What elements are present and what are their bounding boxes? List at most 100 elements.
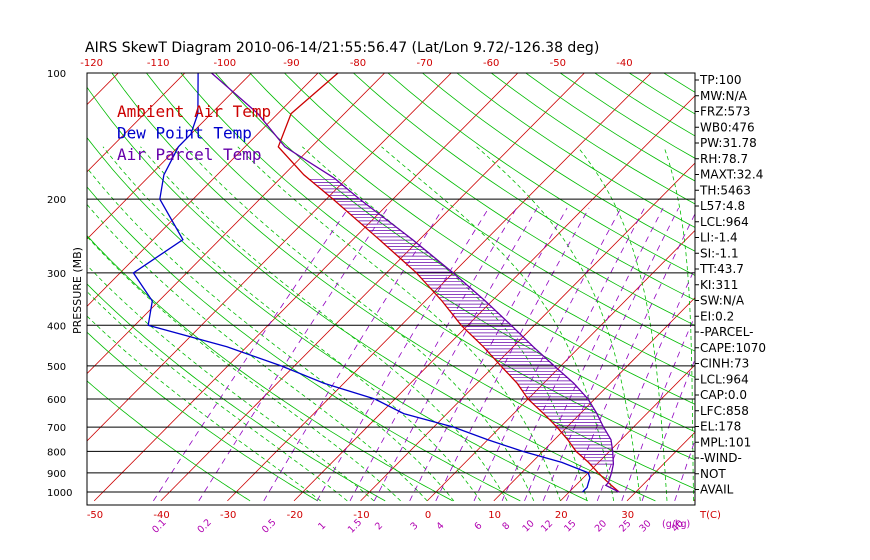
mixing-ratio-line [198,207,388,502]
temp-tick-label-top: -80 [350,58,366,69]
param-item: CAP:0.0 [700,388,747,402]
param-item: CINH:73 [700,357,749,371]
mixing-ratio-line [409,207,568,502]
param-item: TP:100 [699,73,742,87]
temp-tick-label-bottom: 10 [488,510,501,521]
isotherm-line [760,54,870,501]
isotherm-line [87,73,252,240]
isotherm-line [293,95,695,502]
temp-tick-label-bottom: 20 [555,510,568,521]
plot-frame [86,72,696,506]
mixing-ratio-label: 3 [408,520,420,532]
dry-adiabat-line [180,73,695,433]
param-item: LFC:858 [700,404,749,418]
mixing-ratio-unit: (g/kg) [662,519,690,530]
y-axis-label: PRESSURE (MB) [71,247,84,334]
legend-item: Dew Point Temp [117,124,252,143]
mixing-ratio-line [566,212,695,502]
param-item: RH:78.7 [700,152,748,166]
temp-tick-label-top: -110 [147,58,170,69]
param-item: WB0:476 [700,120,755,134]
mixing-ratio-label: 0.2 [195,517,213,535]
mixing-ratio-line [596,267,695,502]
dry-adiabat-line [283,73,695,352]
dry-adiabat-line [87,283,386,502]
param-item: FRZ:573 [700,105,750,119]
isotherm-line [560,364,695,502]
isotherm-line [93,73,519,502]
mixing-ratio-label: 6 [472,520,484,532]
param-item: MW:N/A [700,89,748,103]
mixing-ratio-label: 1 [316,520,328,532]
mixing-ratio-label: 30 [637,518,653,534]
pressure-tick-label: 800 [47,447,66,458]
legend-item: Ambient Air Temp [117,102,271,121]
temp-tick-label-top: -40 [616,58,632,69]
dry-adiabat-line [111,73,695,490]
isotherm-line [160,73,585,502]
pressure-tick-label: 100 [47,69,66,80]
dry-adiabat-line [87,186,521,502]
legend-item: Air Parcel Temp [117,145,262,164]
param-item: SI:-1.1 [700,246,739,260]
moist-adiabat-line [140,146,508,502]
temp-tick-label-top: -70 [416,58,432,69]
temp-tick-label-bottom: -20 [287,510,303,521]
pressure-tick-label: 200 [47,195,66,206]
profiles [132,73,620,493]
isotherm-line [360,162,695,502]
param-item: MPL:101 [700,435,751,449]
pressure-tick-label: 300 [47,269,66,280]
mixing-ratio-line [641,358,695,502]
dry-adiabat-line [145,73,695,461]
mixing-ratio-line [524,207,664,502]
pressure-tick-label: 500 [47,362,66,373]
param-item: L57:4.8 [700,199,745,213]
mixing-ratio-line [542,207,679,502]
param-item: NOT [700,467,726,481]
dry-adiabat-line [352,73,695,301]
isotherm-line [227,73,652,502]
mixing-ratio-label: 2 [373,520,385,532]
mixing-ratio-line [153,207,349,502]
mixing-ratio-line [263,207,444,502]
param-item: SW:N/A [700,294,745,308]
moist-adiabat-line [87,167,455,502]
temp-tick-label-top: -60 [483,58,499,69]
isotherm-line [87,73,319,307]
temp-tick-label-bottom: -30 [220,510,236,521]
isotherm-line [493,297,695,502]
param-item: LI:-1.4 [700,231,738,245]
pressure-tick-label: 400 [47,321,66,332]
param-item: CAPE:1070 [700,341,766,355]
param-item: TH:5463 [699,183,751,197]
mixing-ratio-line [373,207,538,502]
isotherm-line [87,73,452,442]
dry-adiabat-line [87,380,251,502]
mixing-ratio-line [621,314,695,502]
temp-tick-label-bottom: -10 [353,510,369,521]
grid-lines [0,54,870,502]
param-item: -PARCEL- [700,325,754,339]
isotherm-line [426,229,695,502]
dry-adiabat-line [87,137,588,502]
pressure-tick-label: 700 [47,423,66,434]
param-item: KI:311 [700,278,738,292]
pressure-tick-label: 600 [47,395,66,406]
temp-tick-label-bottom: -50 [87,510,103,521]
parcel-temp-line [211,73,620,493]
mixing-ratio-label: 8 [500,520,512,532]
mixing-ratio-line [435,207,590,502]
param-item: MAXT:32.4 [700,168,763,182]
mixing-ratio-line [501,207,645,502]
param-item: LCL:964 [700,215,749,229]
param-item: TT:43.7 [699,262,744,276]
dry-adiabat-line [668,54,870,501]
pressure-tick-label: 900 [47,469,66,480]
mixing-ratio-label: 12 [539,518,555,534]
isotherm-line [0,54,4,501]
isotherm-line [87,73,386,375]
mixing-ratio-label: 4 [434,520,446,532]
isotherm-line [827,54,870,501]
